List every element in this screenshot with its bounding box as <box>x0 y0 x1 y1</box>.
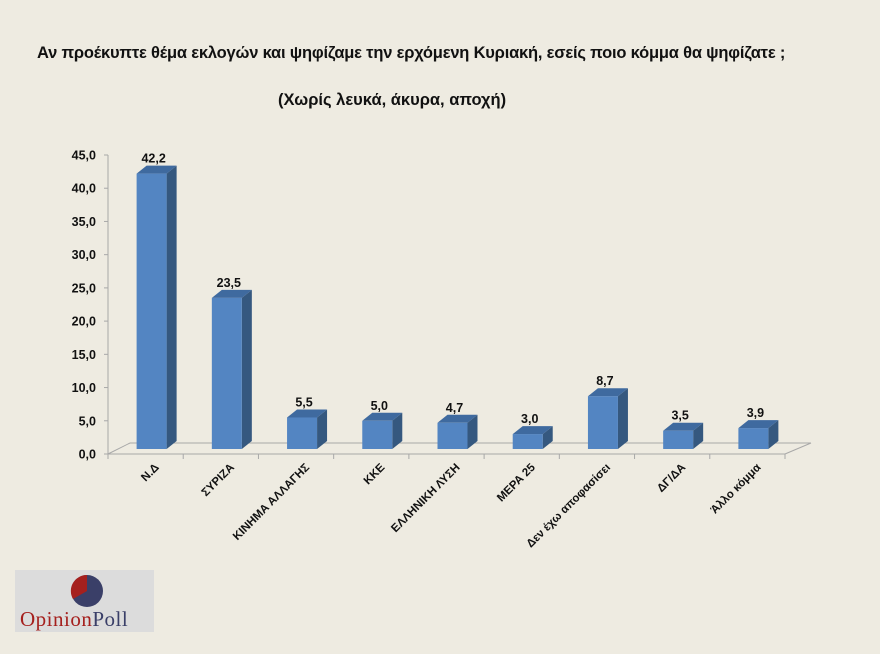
value-label: 3,9 <box>747 406 764 420</box>
value-label: 23,5 <box>217 276 241 290</box>
bar <box>587 388 628 449</box>
category-label: ΜΕΡΑ 25 <box>495 461 538 504</box>
category-label: ΕΛΛΗΝΙΚΗ ΛΥΣΗ <box>389 462 462 535</box>
logo-text-poll: Poll <box>92 607 129 631</box>
category-label: ΔΓ/ΔΑ <box>655 462 688 495</box>
y-tick-label: 15,0 <box>72 348 96 362</box>
y-tick-label: 10,0 <box>72 381 96 395</box>
logo-text: OpinionPoll <box>20 607 128 632</box>
y-tick-label: 5,0 <box>79 414 96 428</box>
y-tick-label: 35,0 <box>72 215 96 229</box>
y-tick-label: 30,0 <box>72 248 96 262</box>
chart-title: Αν προέκυπτε θέμα εκλογών και ψηφίζαμε τ… <box>37 44 786 62</box>
bar <box>211 289 252 449</box>
chart-subtitle: (Χωρίς λευκά, άκυρα, αποχή) <box>278 91 507 109</box>
bar <box>512 426 553 449</box>
y-tick-label: 0,0 <box>79 448 96 462</box>
bar <box>362 412 403 449</box>
value-label: 3,5 <box>671 409 688 423</box>
y-tick-label: 40,0 <box>72 182 96 196</box>
bar <box>663 422 704 449</box>
value-label: 42,2 <box>141 152 165 166</box>
bar <box>738 420 779 449</box>
bar <box>136 165 177 450</box>
opinionpoll-logo: OpinionPoll <box>15 570 154 632</box>
category-label: ΚΙΝΗΜΑ ΑΛΛΑΓΗΣ <box>231 462 312 543</box>
value-label: 8,7 <box>596 374 613 388</box>
bar <box>437 414 478 449</box>
logo-text-opinion: Opinion <box>20 607 93 631</box>
category-label: Άλλο κόμμα <box>709 462 764 517</box>
pie-logo-icon <box>70 574 103 607</box>
y-tick-label: 45,0 <box>72 149 96 163</box>
value-label: 5,0 <box>371 399 388 413</box>
bar <box>287 409 328 449</box>
category-label: ΚΚΕ <box>362 461 388 487</box>
category-label: Ν.Δ <box>139 462 161 484</box>
value-label: 4,7 <box>446 401 463 415</box>
value-label: 5,5 <box>295 395 312 409</box>
y-tick-label: 20,0 <box>72 315 96 329</box>
category-label: ΣΥΡΙΖΑ <box>200 462 237 499</box>
chart-bars <box>136 165 779 450</box>
value-label: 3,0 <box>521 412 538 426</box>
category-label: Δεν έχω αποφασίσει <box>525 462 614 551</box>
y-tick-label: 25,0 <box>72 281 96 295</box>
